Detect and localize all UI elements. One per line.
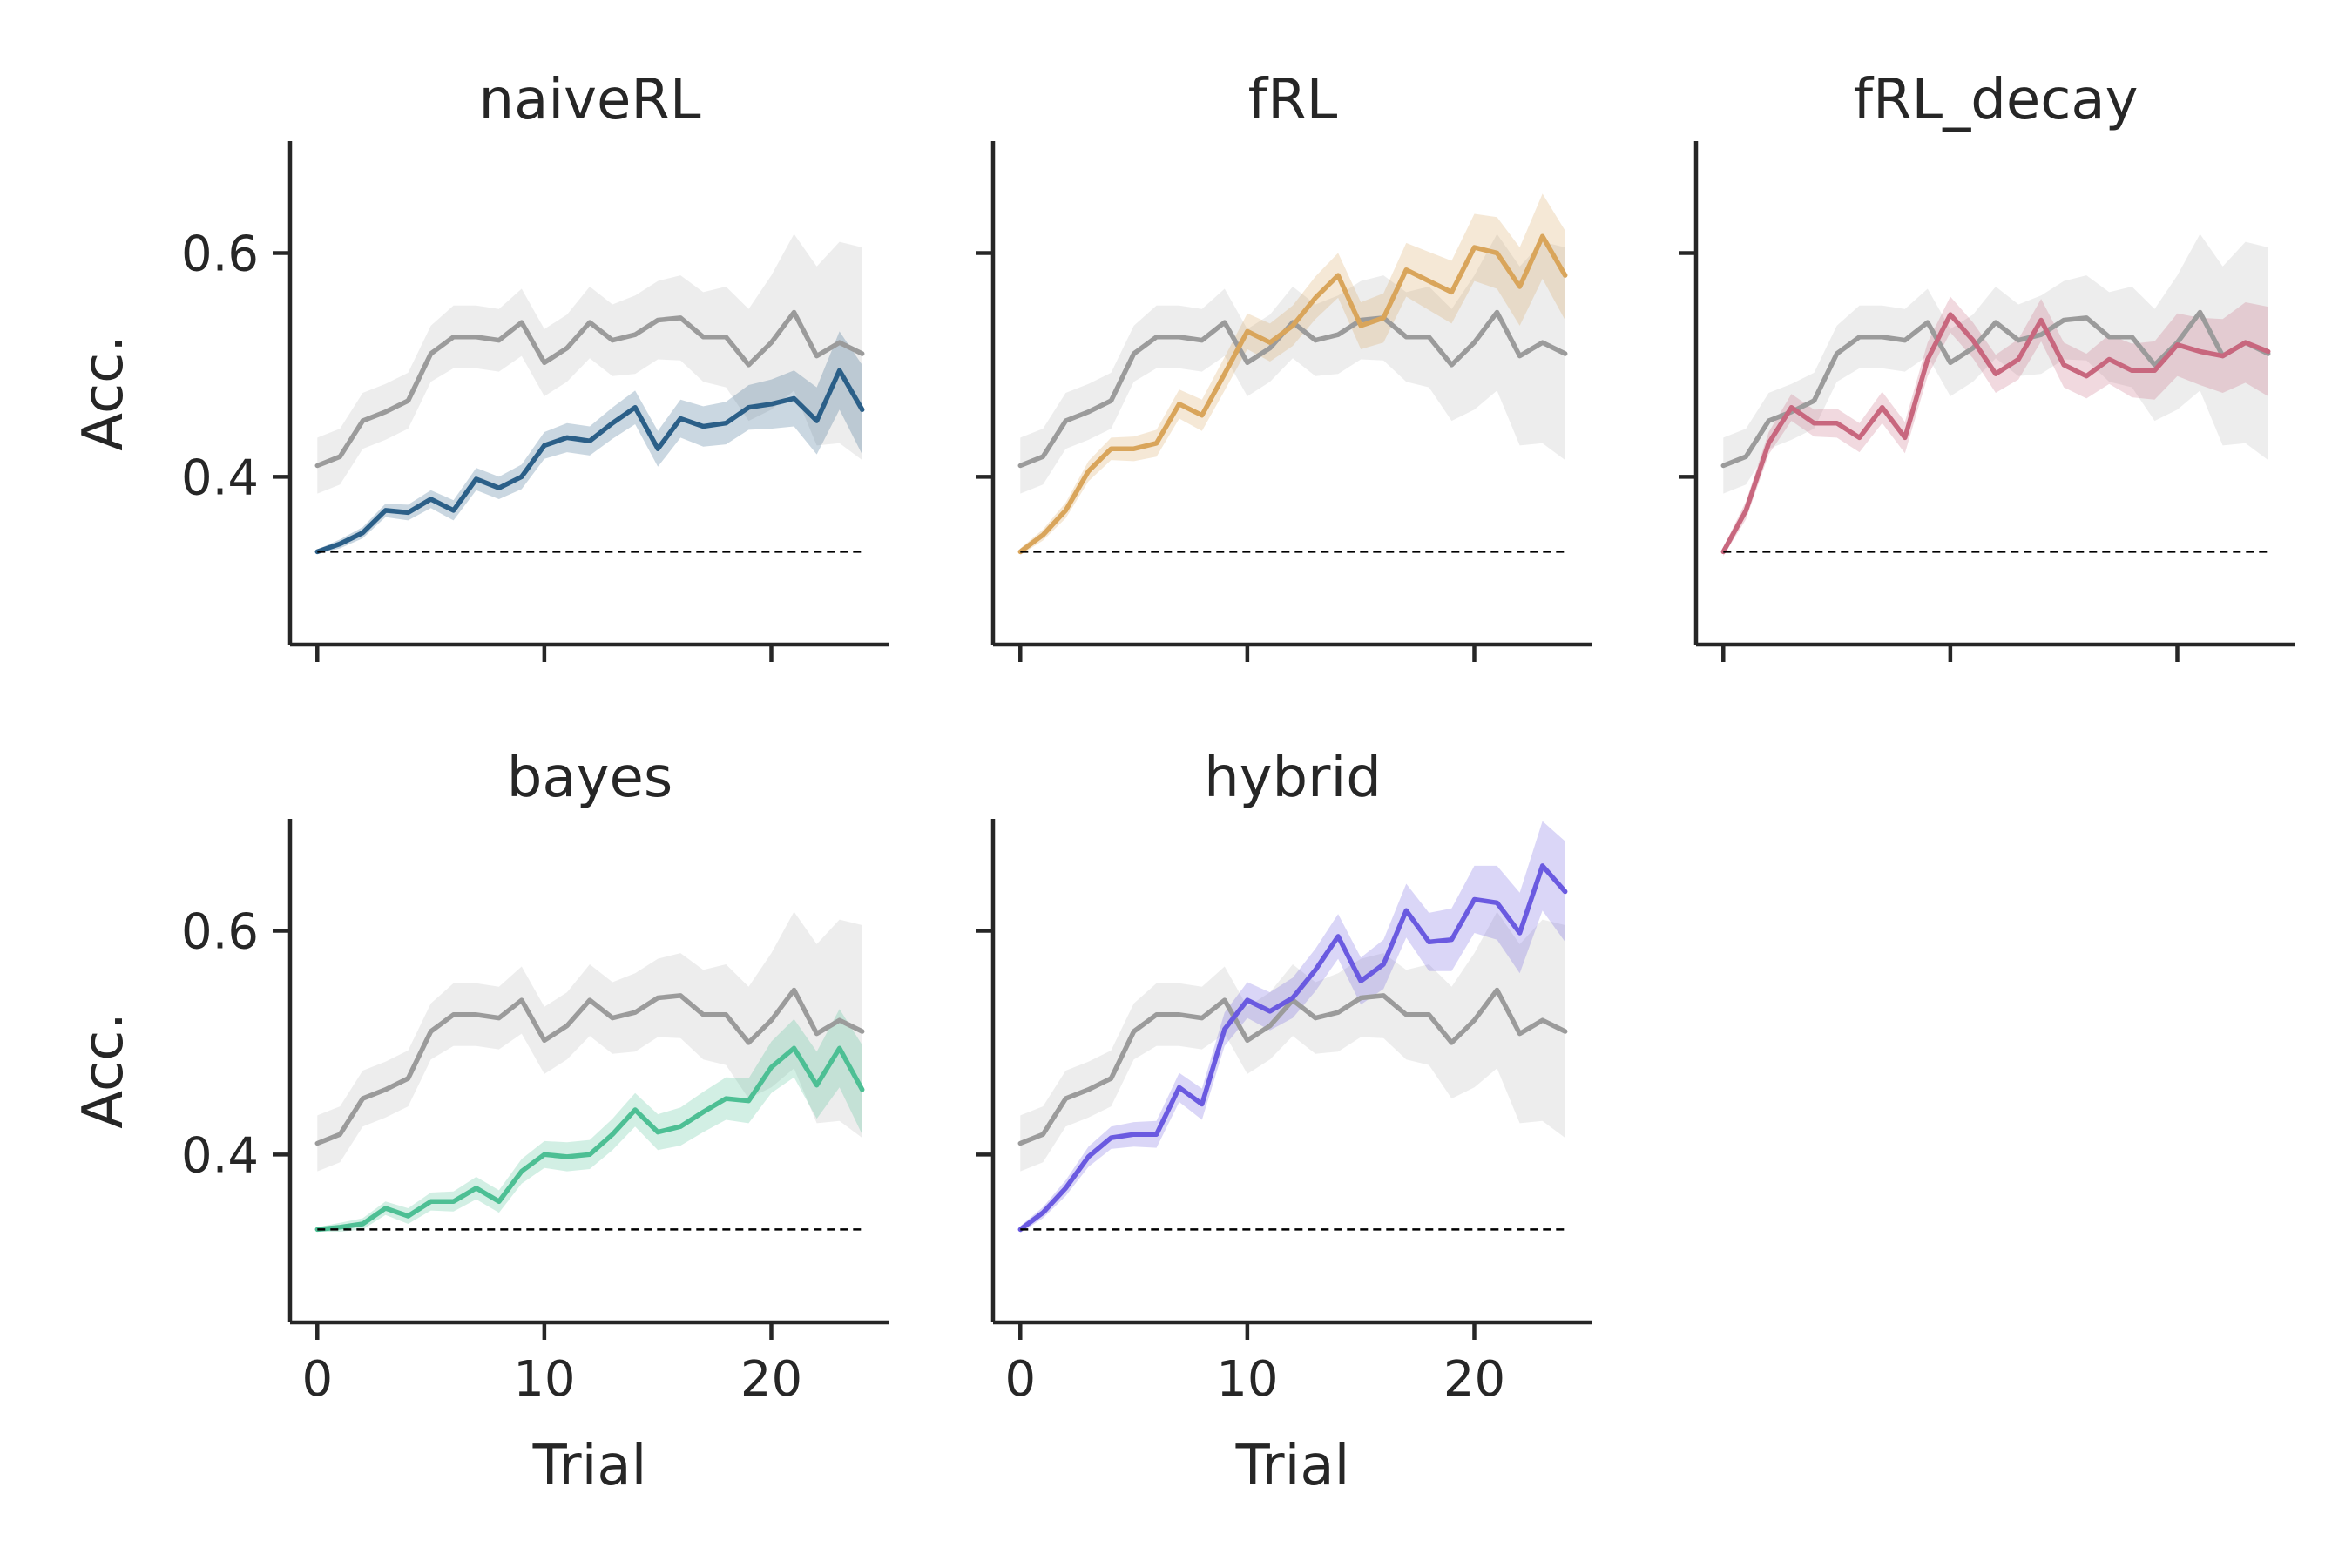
y-tick-label: 0.4: [181, 449, 259, 506]
x-axis-label: Trial: [1235, 1434, 1350, 1498]
panel-title: naiveRL: [479, 68, 701, 132]
reference-line: [314, 987, 865, 1146]
y-axis-label: Acc.: [71, 335, 136, 450]
panel-frl-decay: fRL_decay: [1679, 68, 2295, 662]
x-tick-label: 20: [740, 1351, 802, 1408]
x-axis-label: Trial: [532, 1434, 647, 1498]
reference-ci-band: [1723, 233, 2268, 494]
reference-ci-band: [317, 233, 862, 494]
panel-title: bayes: [507, 746, 672, 810]
reference-ci-band: [317, 911, 862, 1172]
model-line: [1017, 863, 1568, 1233]
y-tick-label: 0.6: [181, 226, 259, 282]
reference-ci-band: [1020, 233, 1565, 494]
model-line: [314, 368, 865, 555]
model-ci-band: [317, 1009, 862, 1232]
x-tick-label: 20: [1443, 1351, 1505, 1408]
panel-hybrid: 0 10 20 hybrid Trial: [976, 746, 1592, 1498]
y-axis-label: Acc.: [71, 1012, 136, 1128]
x-tick-label: 0: [301, 1351, 333, 1408]
panel-title: fRL_decay: [1854, 68, 2139, 132]
model-ci-band: [1020, 193, 1565, 556]
panel-bayes: 0 10 20 0.4 0.6 bayes Trial Acc.: [71, 746, 889, 1498]
model-line: [314, 1045, 865, 1233]
panel-title: fRL: [1248, 68, 1338, 132]
x-tick-label: 10: [513, 1351, 575, 1408]
panel-naiverl: 0.4 0.6 naiveRL Acc.: [71, 68, 889, 662]
y-tick-label: 0.4: [181, 1127, 259, 1184]
model-line: [1720, 312, 2271, 555]
x-tick-label: 10: [1216, 1351, 1278, 1408]
reference-ci-band: [1020, 911, 1565, 1172]
model-ci-band: [1723, 296, 2268, 557]
y-tick-label: 0.6: [181, 903, 259, 960]
panel-frl: fRL: [976, 68, 1592, 662]
reference-line: [314, 309, 865, 469]
x-tick-label: 0: [1004, 1351, 1036, 1408]
model-line: [1017, 233, 1568, 555]
panel-title: hybrid: [1204, 746, 1382, 810]
